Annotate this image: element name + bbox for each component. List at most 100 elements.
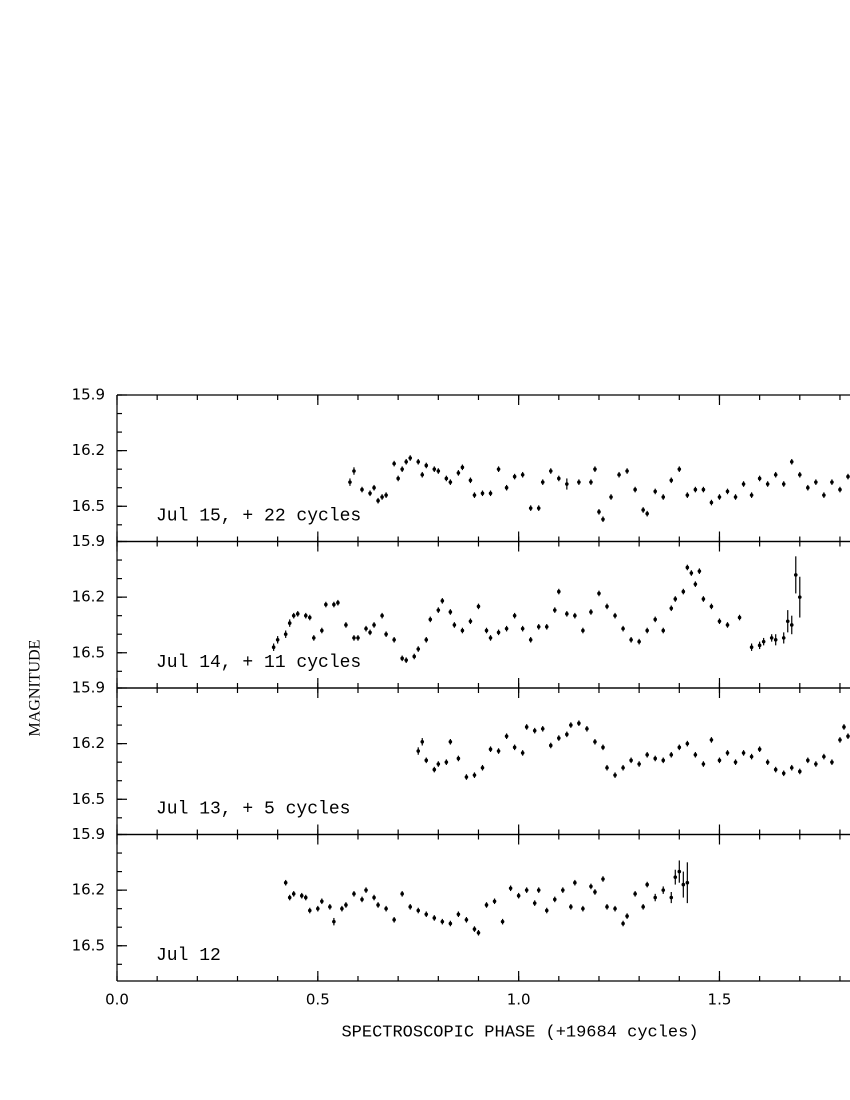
data-point [733, 495, 738, 499]
data-point [749, 493, 754, 497]
data-point [822, 493, 826, 497]
data-point [717, 495, 722, 499]
data-point [332, 919, 336, 924]
data-point [496, 749, 501, 753]
data-point [492, 899, 497, 904]
data-point [601, 517, 605, 522]
data-point [520, 751, 525, 755]
data-point [352, 892, 356, 896]
y-tick-label: 15.9 [72, 679, 105, 697]
data-point [544, 908, 549, 913]
y-axis-label: MAGNITUDE [27, 640, 44, 737]
data-point [797, 472, 802, 477]
panel-annotation: Jul 13, + 5 cycles [156, 799, 350, 819]
y-tick-label: 15.9 [72, 532, 105, 550]
data-point [717, 619, 722, 624]
data-point [372, 895, 376, 900]
data-point [661, 888, 666, 892]
data-point [436, 762, 441, 766]
data-point [456, 471, 461, 475]
data-point [440, 599, 445, 603]
data-point [384, 632, 388, 637]
data-point [352, 469, 356, 473]
data-point [822, 754, 826, 759]
data-point [476, 930, 481, 935]
data-point [693, 752, 698, 757]
data-point [400, 892, 404, 896]
data-point [765, 760, 770, 764]
data-point [472, 773, 477, 777]
data-point [364, 626, 368, 631]
data-point [601, 745, 605, 750]
data-point [669, 606, 674, 611]
data-point [569, 723, 573, 727]
data-point [372, 623, 376, 627]
data-point [601, 877, 605, 881]
data-point [299, 893, 304, 898]
data-point [460, 628, 465, 633]
data-point [316, 906, 320, 911]
data-point [653, 756, 658, 761]
data-point [480, 491, 485, 496]
data-point [520, 472, 525, 477]
data-point [625, 914, 629, 918]
data-point [476, 604, 481, 609]
data-point [307, 908, 312, 913]
data-point [593, 890, 597, 894]
data-point [500, 919, 505, 924]
data-point [368, 491, 372, 496]
data-point [448, 480, 453, 484]
data-point [589, 610, 593, 614]
data-point [444, 476, 449, 481]
data-point [814, 762, 818, 766]
data-point [565, 732, 569, 737]
data-point [432, 767, 437, 772]
data-point [633, 487, 637, 492]
data-point [669, 752, 674, 757]
data-point [528, 637, 533, 642]
data-point [653, 617, 658, 622]
data-point [577, 480, 581, 484]
data-point [629, 637, 633, 642]
data-point [773, 472, 778, 477]
data-point [428, 617, 433, 622]
data-point [793, 573, 798, 577]
data-point [420, 472, 425, 477]
data-point [271, 645, 276, 650]
x-tick-label: 1.5 [708, 991, 732, 1009]
data-point [806, 485, 810, 490]
y-tick-label: 15.9 [72, 386, 105, 404]
data-point [645, 882, 649, 887]
data-point [548, 743, 553, 748]
data-point [360, 897, 364, 902]
data-point [380, 613, 384, 618]
data-point [661, 628, 666, 633]
y-tick-label: 16.2 [72, 441, 105, 459]
data-point [846, 474, 850, 479]
data-point [380, 495, 384, 499]
data-point [392, 461, 396, 466]
data-point [412, 654, 417, 659]
data-point [408, 456, 413, 460]
data-point [532, 901, 537, 905]
data-point [685, 880, 690, 885]
data-point [436, 608, 441, 612]
data-point [400, 467, 404, 471]
data-point [741, 482, 746, 486]
data-point [577, 721, 581, 726]
data-point [565, 482, 569, 486]
data-point [765, 482, 770, 486]
data-point [846, 734, 850, 739]
data-point [408, 905, 413, 909]
data-point [641, 905, 645, 909]
data-point [737, 615, 742, 620]
data-point [653, 489, 658, 494]
data-point [504, 485, 509, 490]
data-point [376, 498, 380, 503]
data-point [613, 773, 617, 777]
data-point [416, 459, 421, 464]
data-point [621, 921, 625, 926]
data-point [464, 918, 469, 922]
data-point [504, 734, 509, 739]
data-point [540, 480, 545, 484]
